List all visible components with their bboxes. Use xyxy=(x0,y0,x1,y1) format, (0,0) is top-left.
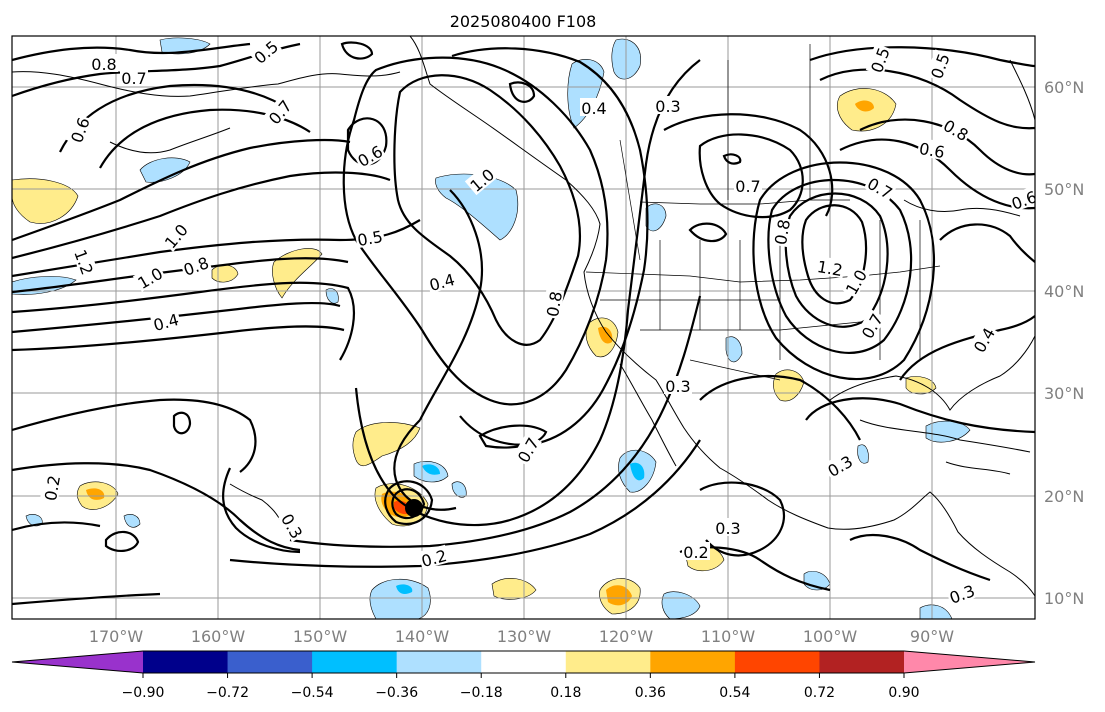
anomaly-shading xyxy=(12,37,971,619)
colorbar-tick-label: 0.36 xyxy=(635,685,666,701)
coastlines xyxy=(12,36,1035,597)
contour-label: 0.7 xyxy=(120,68,148,88)
colorbar-segment xyxy=(481,651,567,673)
contour-label: 0.6 xyxy=(916,137,948,162)
map-frame xyxy=(11,35,1036,620)
svg-text:0.6: 0.6 xyxy=(918,139,946,162)
lon-label: 120°W xyxy=(599,627,654,646)
latitude-labels: 60°N 50°N 40°N 30°N 20°N 10°N xyxy=(1044,78,1084,608)
contour-label: 0.2 xyxy=(682,542,710,562)
svg-text:0.3: 0.3 xyxy=(665,377,690,396)
map-area: 0.80.70.50.60.7 0.4 0.31.00.80.60.61.00.7 0… xyxy=(12,36,1035,619)
svg-text:0.8: 0.8 xyxy=(543,290,566,318)
colorbar-tick-label: 0.18 xyxy=(550,685,581,701)
lon-label: 90°W xyxy=(910,627,954,646)
longitude-labels: 170°W 160°W 150°W 140°W 130°W 120°W 110°W 100°W… xyxy=(89,627,954,646)
lon-label: 130°W xyxy=(497,627,552,646)
contour-label: 1.2 xyxy=(814,255,846,280)
svg-text:0.8: 0.8 xyxy=(91,55,116,74)
contour-label: 0.8 xyxy=(541,288,566,320)
colorbar-extend-high xyxy=(904,651,1035,673)
svg-text:0.2: 0.2 xyxy=(41,474,64,502)
colorbar-extend-low xyxy=(12,651,143,673)
colorbar-tick-label: 0.54 xyxy=(719,685,750,701)
colorbar-segment xyxy=(143,651,229,673)
colorbar-segment xyxy=(565,651,651,673)
colorbar-segment xyxy=(734,651,820,673)
svg-text:0.7: 0.7 xyxy=(735,177,760,196)
colorbar-tick-label: 0.72 xyxy=(804,685,835,701)
storm-marker xyxy=(405,499,423,517)
map-title: 2025080400 F108 xyxy=(450,12,597,31)
colorbar-segment xyxy=(819,651,905,673)
colorbar-tick-label: 0.90 xyxy=(888,685,919,701)
svg-text:0.3: 0.3 xyxy=(715,519,740,538)
lon-label: 110°W xyxy=(701,627,756,646)
colorbar-segment xyxy=(312,651,398,673)
colorbar-segment xyxy=(396,651,482,673)
contour-label: 0.2 xyxy=(417,544,450,571)
colorbar-segment xyxy=(650,651,736,673)
colorbar-tick-label: −0.18 xyxy=(460,685,503,701)
lat-label: 50°N xyxy=(1044,180,1084,199)
contour-label: 0.8 xyxy=(769,216,794,248)
svg-text:0.5: 0.5 xyxy=(356,227,384,250)
lon-label: 160°W xyxy=(191,627,246,646)
svg-text:0.7: 0.7 xyxy=(121,69,146,88)
contour-label: 0.3 xyxy=(654,96,682,116)
lon-label: 140°W xyxy=(395,627,450,646)
lon-label: 170°W xyxy=(89,627,144,646)
svg-text:0.4: 0.4 xyxy=(581,99,606,118)
lat-label: 20°N xyxy=(1044,487,1084,506)
svg-text:1.2: 1.2 xyxy=(816,257,844,280)
contour-label: 0.7 xyxy=(734,176,762,196)
lat-label: 40°N xyxy=(1044,282,1084,301)
svg-text:0.2: 0.2 xyxy=(683,543,708,562)
colorbar-segment xyxy=(227,651,313,673)
lat-label: 10°N xyxy=(1044,589,1084,608)
contour-label: 0.5 xyxy=(354,225,386,250)
contour-label: 0.2 xyxy=(39,472,64,504)
contour-label: 0.4 xyxy=(580,98,608,118)
svg-text:0.8: 0.8 xyxy=(771,218,794,246)
contour-label: 0.3 xyxy=(714,518,742,538)
lon-label: 150°W xyxy=(293,627,348,646)
colorbar-tick-label: −0.72 xyxy=(206,685,249,701)
svg-text:0.3: 0.3 xyxy=(655,97,680,116)
colorbar-tick-label: −0.54 xyxy=(291,685,334,701)
colorbar: −0.90 −0.72 −0.54 −0.36 −0.18 0.18 0.36 0.54 0.7… xyxy=(11,650,1036,701)
lon-label: 100°W xyxy=(803,627,858,646)
lat-label: 60°N xyxy=(1044,78,1084,97)
lat-label: 30°N xyxy=(1044,384,1084,403)
contour-label: 0.8 xyxy=(90,54,118,74)
colorbar-tick-label: −0.90 xyxy=(122,685,165,701)
colorbar-tick-label: −0.36 xyxy=(375,685,418,701)
contour-label: 0.3 xyxy=(664,376,692,396)
